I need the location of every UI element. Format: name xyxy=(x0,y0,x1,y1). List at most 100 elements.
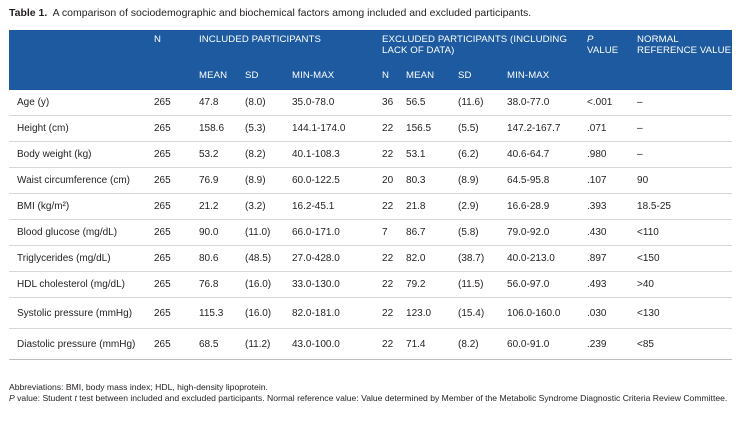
cell-p-value: .071 xyxy=(587,115,638,142)
cell-sd: (16.0) xyxy=(245,271,292,298)
cell-reference: – xyxy=(637,141,733,168)
cell-sd: (8.2) xyxy=(245,141,292,168)
cell-minmax: 144.1-174.0 xyxy=(292,115,383,142)
cell-excluded-minmax: 56.0-97.0 xyxy=(507,271,588,298)
cell-variable: Height (cm) xyxy=(9,115,154,142)
table-row: Triglycerides (mg/dL) 265 80.6 (48.5) 27… xyxy=(9,245,733,272)
cell-excluded-n: 22 xyxy=(382,141,407,168)
table-row: Height (cm) 265 158.6 (5.3) 144.1-174.0 … xyxy=(9,115,733,142)
cell-n: 265 xyxy=(154,297,199,329)
cell-reference: 90 xyxy=(637,167,733,194)
header-blank-1 xyxy=(9,69,154,90)
cell-mean: 21.2 xyxy=(199,193,245,220)
cell-n: 265 xyxy=(154,90,199,116)
cell-variable: Diastolic pressure (mmHg) xyxy=(9,328,154,360)
cell-variable: BMI (kg/m²) xyxy=(9,193,154,220)
footnote-p-text-2: test between included and excluded parti… xyxy=(76,393,728,403)
cell-mean: 158.6 xyxy=(199,115,245,142)
cell-excluded-minmax: 60.0-91.0 xyxy=(507,328,588,360)
footnote-p-italic: P xyxy=(9,393,15,403)
cell-variable: Body weight (kg) xyxy=(9,141,154,168)
table-row: Blood glucose (mg/dL) 265 90.0 (11.0) 66… xyxy=(9,219,733,246)
cell-excluded-mean: 71.4 xyxy=(406,328,459,360)
footnote-p-value: P value: Student t test between included… xyxy=(9,393,734,404)
cell-p-value: .107 xyxy=(587,167,638,194)
cell-minmax: 27.0-428.0 xyxy=(292,245,383,272)
cell-excluded-mean: 53.1 xyxy=(406,141,459,168)
cell-excluded-mean: 156.5 xyxy=(406,115,459,142)
cell-sd: (16.0) xyxy=(245,297,292,329)
table-row: BMI (kg/m²) 265 21.2 (3.2) 16.2-45.1 22 … xyxy=(9,193,733,220)
cell-n: 265 xyxy=(154,193,199,220)
cell-excluded-mean: 86.7 xyxy=(406,219,459,246)
header-excluded-mean: MEAN xyxy=(406,69,459,90)
cell-n: 265 xyxy=(154,328,199,360)
cell-excluded-mean: 82.0 xyxy=(406,245,459,272)
cell-mean: 76.8 xyxy=(199,271,245,298)
cell-excluded-sd: (6.2) xyxy=(458,141,508,168)
table-row: Body weight (kg) 265 53.2 (8.2) 40.1-108… xyxy=(9,141,733,168)
table-body: Age (y) 265 47.8 (8.0) 35.0-78.0 36 56.5… xyxy=(9,90,733,360)
header-blank-2 xyxy=(154,69,199,90)
cell-excluded-n: 22 xyxy=(382,271,407,298)
cell-mean: 53.2 xyxy=(199,141,245,168)
footnote-p-text-1: value: Student xyxy=(14,393,75,403)
cell-excluded-n: 22 xyxy=(382,245,407,272)
cell-minmax: 40.1-108.3 xyxy=(292,141,383,168)
cell-minmax: 16.2-45.1 xyxy=(292,193,383,220)
cell-sd: (8.0) xyxy=(245,90,292,116)
table-caption: Table 1. A comparison of sociodemographi… xyxy=(9,7,531,19)
cell-sd: (48.5) xyxy=(245,245,292,272)
header-blank-4 xyxy=(637,69,733,90)
cell-excluded-sd: (38.7) xyxy=(458,245,508,272)
cell-variable: Triglycerides (mg/dL) xyxy=(9,245,154,272)
header-included-mean: MEAN xyxy=(199,69,245,90)
data-table: N INCLUDED PARTICIPANTS EXCLUDED PARTICI… xyxy=(9,30,733,360)
cell-n: 265 xyxy=(154,141,199,168)
header-excluded-sd: SD xyxy=(458,69,508,90)
cell-excluded-minmax: 79.0-92.0 xyxy=(507,219,588,246)
cell-excluded-sd: (2.9) xyxy=(458,193,508,220)
data-table-container: N INCLUDED PARTICIPANTS EXCLUDED PARTICI… xyxy=(9,30,733,360)
cell-excluded-minmax: 40.6-64.7 xyxy=(507,141,588,168)
cell-mean: 90.0 xyxy=(199,219,245,246)
cell-excluded-sd: (11.5) xyxy=(458,271,508,298)
cell-variable: Age (y) xyxy=(9,90,154,116)
cell-mean: 80.6 xyxy=(199,245,245,272)
cell-excluded-n: 22 xyxy=(382,328,407,360)
cell-excluded-sd: (15.4) xyxy=(458,297,508,329)
cell-excluded-minmax: 147.2-167.7 xyxy=(507,115,588,142)
cell-minmax: 33.0-130.0 xyxy=(292,271,383,298)
cell-reference: – xyxy=(637,115,733,142)
header-excluded-n: N xyxy=(382,69,407,90)
cell-reference: – xyxy=(637,90,733,116)
cell-minmax: 66.0-171.0 xyxy=(292,219,383,246)
footnote-abbreviations: Abbreviations: BMI, body mass index; HDL… xyxy=(9,382,268,392)
cell-excluded-sd: (8.9) xyxy=(458,167,508,194)
header-excluded-minmax: MIN-MAX xyxy=(507,69,588,90)
header-p-rest: VALUE xyxy=(587,45,619,56)
table-caption-text: A comparison of sociodemographic and bio… xyxy=(52,7,532,19)
cell-excluded-mean: 21.8 xyxy=(406,193,459,220)
cell-p-value: .897 xyxy=(587,245,638,272)
cell-excluded-n: 22 xyxy=(382,297,407,329)
cell-p-value: <.001 xyxy=(587,90,638,116)
cell-variable: Waist circumference (cm) xyxy=(9,167,154,194)
header-included-minmax: MIN-MAX xyxy=(292,69,383,90)
footnote-t-italic: t xyxy=(74,393,77,403)
table-header: N INCLUDED PARTICIPANTS EXCLUDED PARTICI… xyxy=(9,30,733,90)
cell-reference: <130 xyxy=(637,297,733,329)
table-row: Waist circumference (cm) 265 76.9 (8.9) … xyxy=(9,167,733,194)
header-p-italic: P xyxy=(587,34,594,45)
cell-sd: (11.0) xyxy=(245,219,292,246)
cell-mean: 115.3 xyxy=(199,297,245,329)
cell-excluded-n: 22 xyxy=(382,115,407,142)
cell-n: 265 xyxy=(154,219,199,246)
header-excluded-group: EXCLUDED PARTICIPANTS (INCLUDING LACK OF… xyxy=(382,30,588,69)
cell-excluded-n: 36 xyxy=(382,90,407,116)
header-p-value: P VALUE xyxy=(587,30,638,69)
cell-sd: (11.2) xyxy=(245,328,292,360)
cell-minmax: 35.0-78.0 xyxy=(292,90,383,116)
cell-sd: (5.3) xyxy=(245,115,292,142)
cell-minmax: 60.0-122.5 xyxy=(292,167,383,194)
